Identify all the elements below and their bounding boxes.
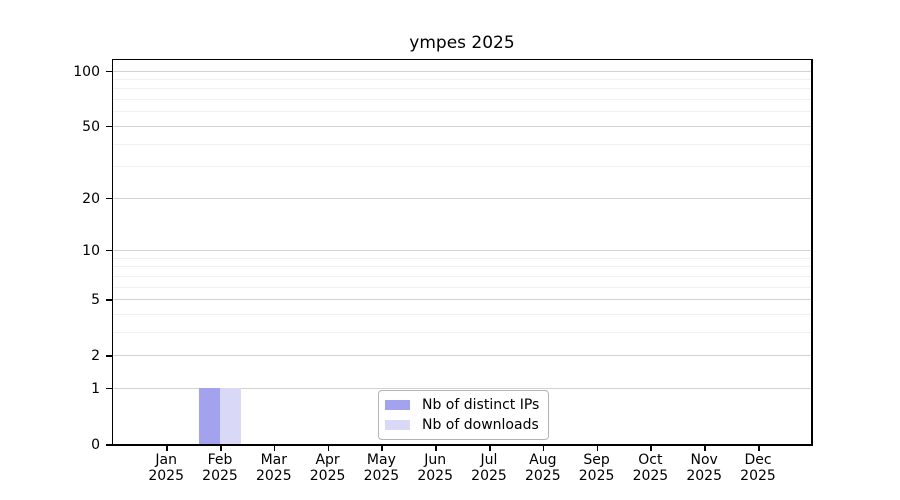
y-tick-label: 0 (91, 437, 100, 453)
x-tick-label-feb: Feb 2025 (202, 452, 238, 484)
x-tick-mark (596, 445, 599, 451)
x-tick-mark (381, 445, 383, 451)
x-tick-label-nov: Nov 2025 (686, 452, 722, 484)
x-tick-mark (758, 445, 760, 451)
x-tick-mark (273, 445, 276, 451)
gridline-major (113, 387, 811, 389)
gridline-minor (113, 257, 811, 259)
y-tick-label: 5 (91, 292, 100, 309)
gridline-major (113, 355, 811, 357)
spine-top (111, 58, 813, 60)
gridline-minor (113, 286, 811, 288)
gridline-minor (113, 88, 811, 90)
gridline-minor (113, 79, 811, 81)
gridline-minor (113, 99, 811, 101)
gridline-minor (113, 166, 811, 168)
y-tick-label: 20 (82, 190, 100, 207)
gridline-minor (113, 266, 811, 268)
legend-label-distinct-ips: Nb of distinct IPs (422, 397, 540, 413)
gridline-minor (113, 143, 811, 145)
gridline-major (113, 125, 811, 127)
x-tick-mark (489, 445, 491, 451)
gridline-minor (113, 111, 811, 113)
x-tick-label-jan: Jan 2025 (148, 452, 184, 484)
x-tick-mark (650, 445, 652, 451)
y-tick-label: 10 (82, 242, 100, 259)
gridline-major (113, 249, 811, 251)
x-tick-label-mar: Mar 2025 (255, 452, 292, 484)
legend-swatch-distinct-ips-icon (385, 400, 410, 410)
x-tick-label-sep: Sep 2025 (578, 452, 615, 484)
y-tick-mark (105, 70, 112, 73)
x-tick-label-may: May 2025 (363, 452, 400, 484)
y-tick-label: 1 (91, 380, 100, 397)
x-tick-label-jun: Jun 2025 (417, 452, 453, 484)
x-tick-mark (220, 445, 222, 451)
spine-bottom (111, 444, 813, 446)
y-tick-mark (105, 444, 112, 446)
y-tick-mark (105, 299, 112, 301)
legend-swatch-downloads-icon (385, 420, 410, 430)
gridline-minor (113, 331, 811, 333)
x-tick-label-apr: Apr 2025 (309, 452, 346, 484)
x-tick-label-jul: Jul 2025 (471, 452, 507, 484)
gridline-minor (113, 313, 811, 315)
chart-title: ympes 2025 (409, 33, 515, 53)
legend-entry-distinct-ips: Nb of distinct IPs (385, 395, 539, 415)
gridline-minor (113, 275, 811, 277)
gridline-major (113, 197, 811, 199)
y-tick-mark (105, 355, 112, 357)
y-tick-label: 50 (82, 118, 100, 135)
y-tick-label: 100 (73, 63, 100, 80)
x-tick-label-dec: Dec 2025 (740, 452, 776, 484)
bar-downloads-feb (220, 387, 241, 444)
x-tick-mark (327, 445, 330, 451)
legend-label-downloads: Nb of downloads (422, 417, 539, 433)
x-tick-label-oct: Oct 2025 (632, 452, 669, 484)
x-tick-mark (542, 445, 545, 451)
plot-area (113, 60, 811, 444)
x-tick-mark (166, 445, 168, 451)
y-tick-mark (105, 197, 112, 200)
legend-entry-downloads: Nb of downloads (385, 415, 539, 435)
spine-left (111, 58, 113, 446)
y-tick-mark (105, 249, 112, 252)
gridline-major (113, 70, 811, 72)
spine-right (811, 58, 813, 446)
gridline-major (113, 299, 811, 301)
x-tick-mark (435, 445, 437, 451)
bar-distinct-ips-feb (199, 387, 220, 444)
legend: Nb of distinct IPs Nb of downloads (378, 390, 550, 440)
y-tick-mark (105, 125, 112, 128)
y-tick-mark (105, 387, 112, 390)
x-tick-label-aug: Aug 2025 (524, 452, 561, 484)
x-tick-mark (704, 445, 706, 451)
y-tick-label: 2 (91, 348, 100, 365)
